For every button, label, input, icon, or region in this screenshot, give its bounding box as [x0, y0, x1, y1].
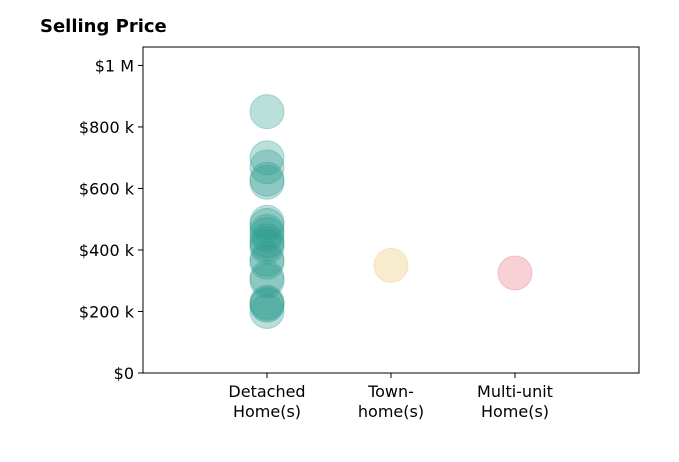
data-point	[249, 214, 285, 249]
data-point	[249, 164, 285, 200]
data-point	[249, 286, 285, 322]
y-tick-label: $0	[114, 364, 134, 383]
data-point	[249, 284, 285, 320]
data-point	[249, 204, 285, 240]
data-point	[249, 226, 285, 262]
chart-title: Selling Price	[40, 16, 167, 37]
y-tick-label: $800 k	[79, 118, 135, 137]
y-axis: $0 $200 k $400 k $600 k $800 k $1 M	[79, 56, 143, 383]
data-point	[249, 263, 285, 299]
data-point	[249, 287, 285, 323]
y-tick-label: $1 M	[95, 56, 134, 75]
data-point	[373, 247, 409, 283]
data-point	[249, 244, 285, 280]
data-point	[249, 260, 285, 296]
y-tick-label: $400 k	[79, 241, 135, 260]
points-layer	[249, 94, 533, 329]
data-point	[249, 223, 285, 259]
data-point	[249, 94, 285, 130]
data-point	[249, 241, 285, 277]
plot-frame	[142, 46, 640, 374]
y-tick-label: $600 k	[79, 179, 135, 198]
data-point	[249, 217, 285, 253]
data-point	[249, 229, 285, 265]
y-tick-label: $200 k	[79, 302, 135, 321]
data-point	[249, 161, 285, 197]
data-point	[249, 294, 285, 329]
x-tick-label: Detached Home(s)	[228, 382, 305, 421]
x-axis: Detached Home(s) Town-home(s) Multi-unit Hom…	[228, 373, 553, 421]
data-point	[497, 255, 533, 291]
data-point	[249, 140, 285, 176]
x-tick-label: Multi-unit Home(s)	[477, 382, 553, 421]
x-tick-label: Town-home(s)	[358, 382, 424, 421]
data-point	[249, 149, 285, 185]
data-point	[249, 207, 285, 243]
